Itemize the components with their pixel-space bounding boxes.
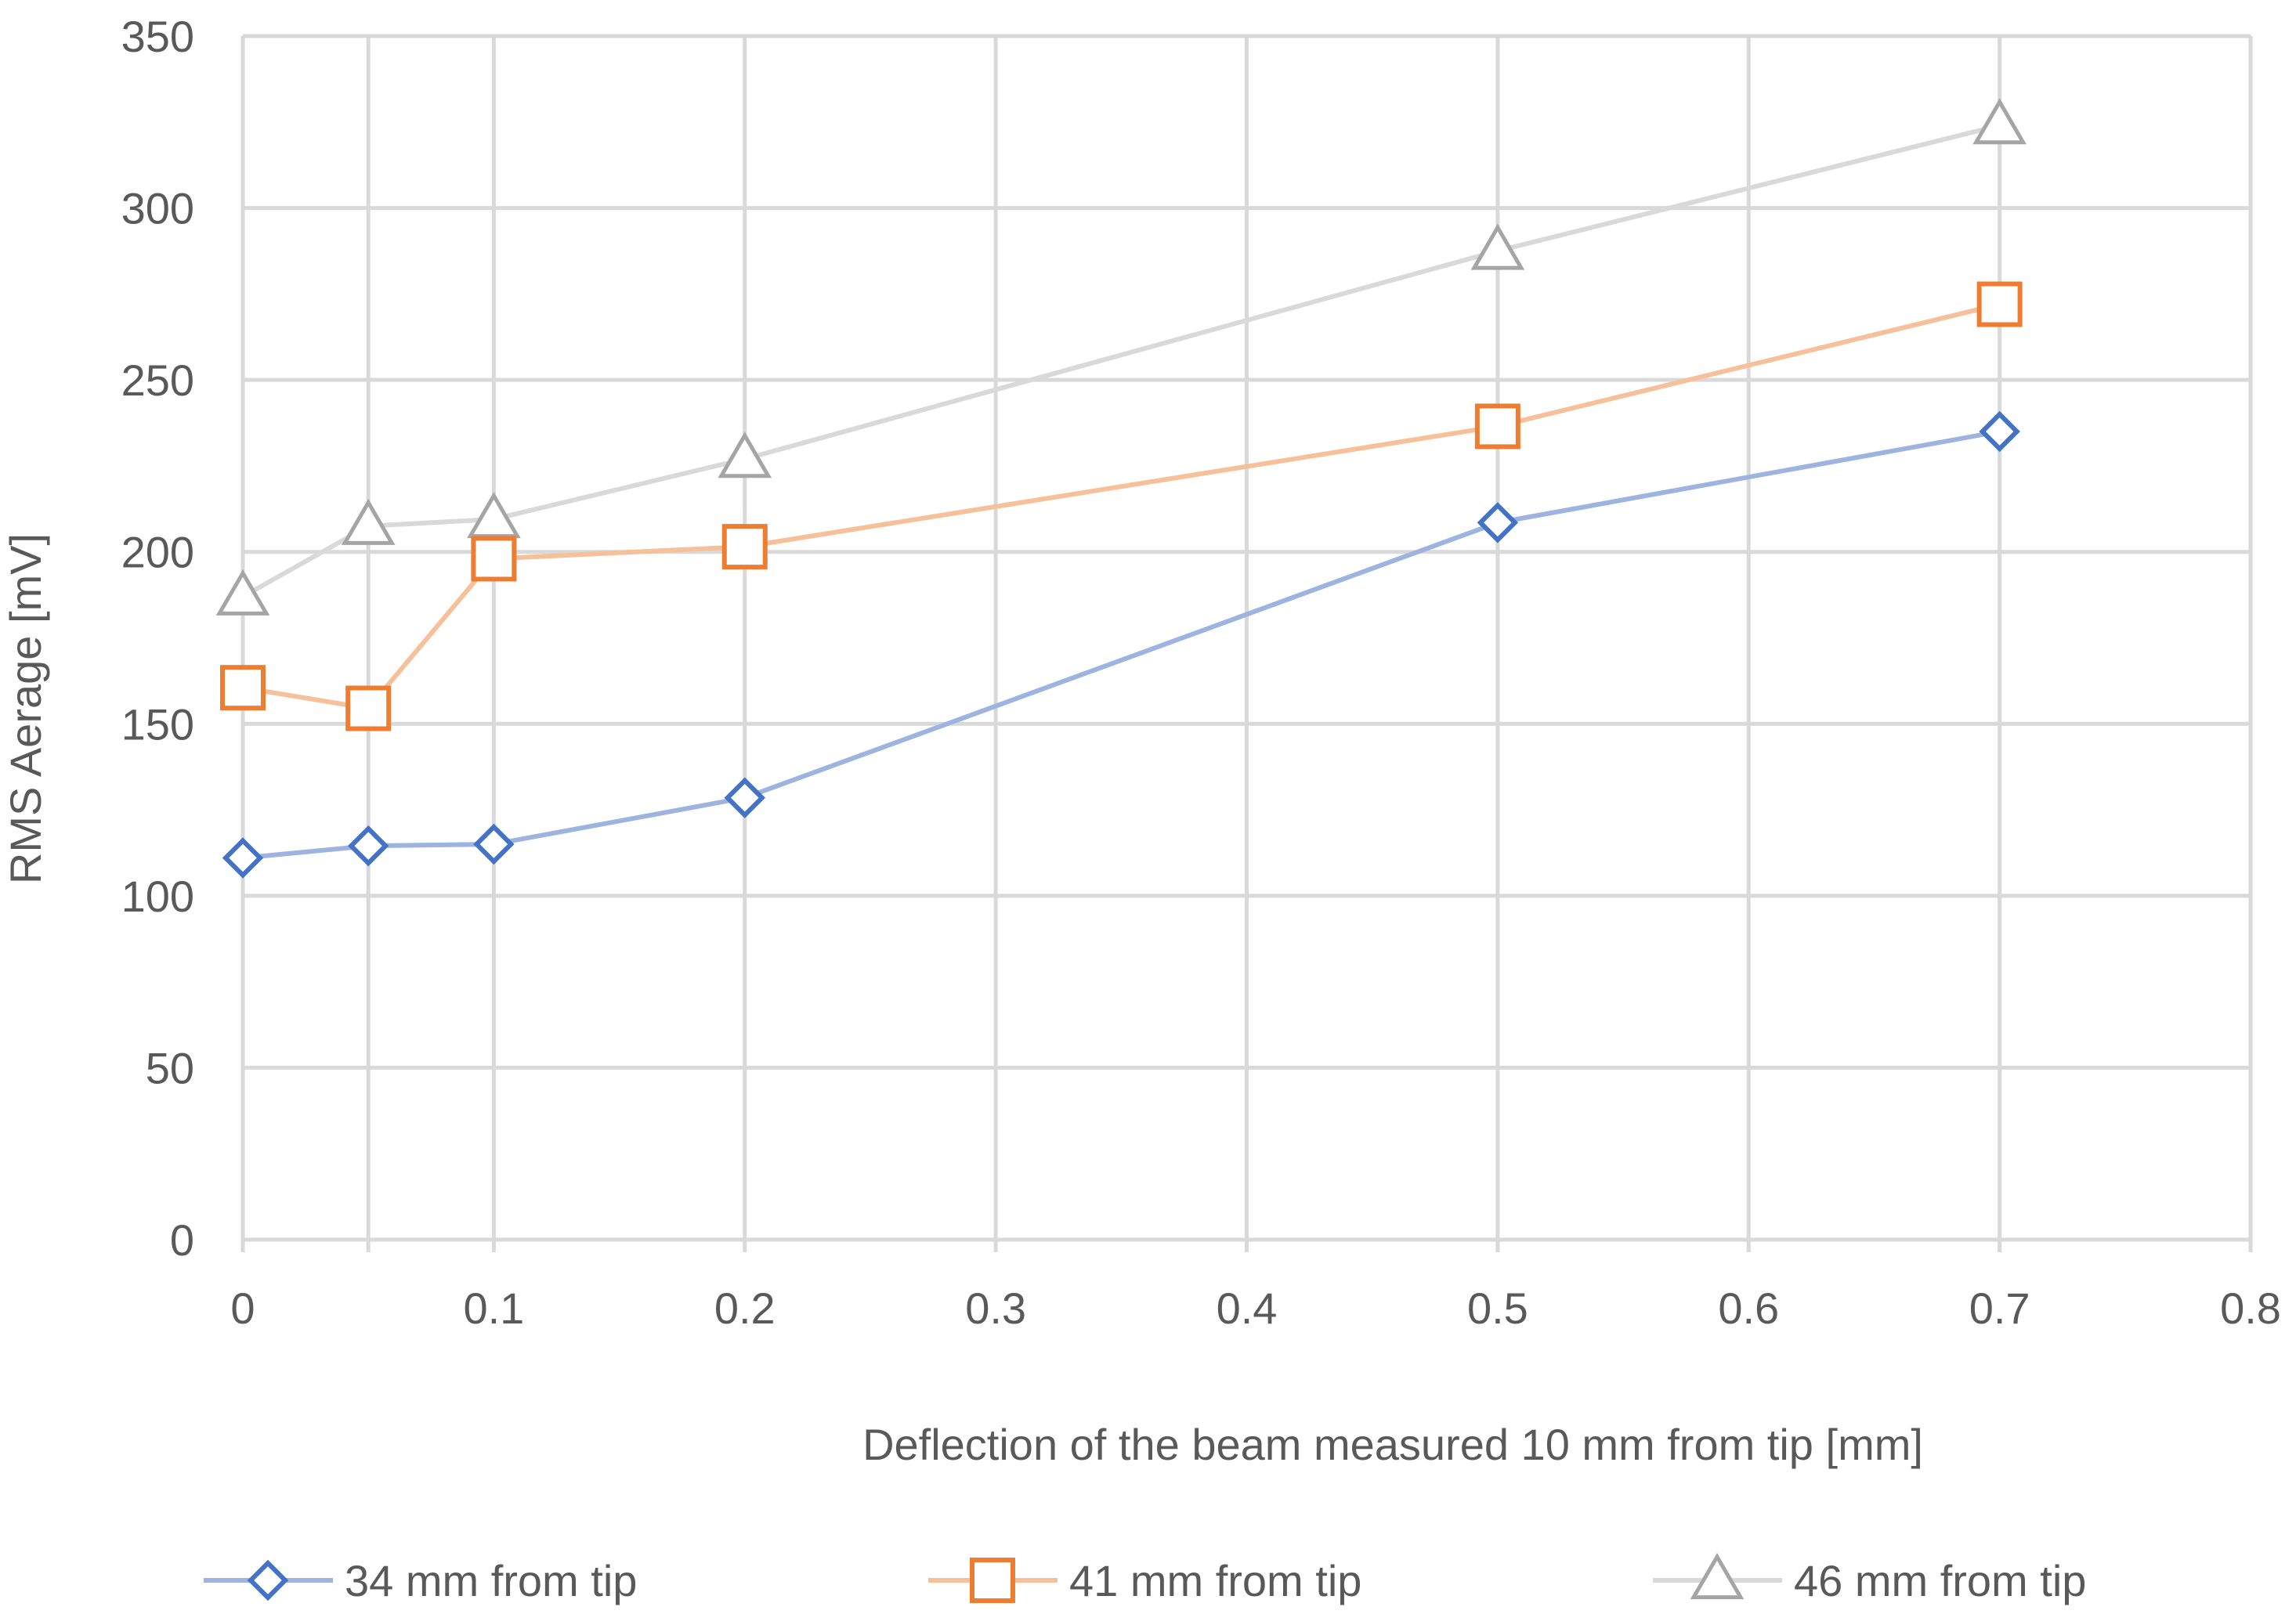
series-group xyxy=(215,98,2027,879)
x-tick-label: 0.4 xyxy=(1217,1284,1278,1333)
x-axis-title: Deflection of the beam measured 10 mm fr… xyxy=(862,1420,1923,1469)
data-point xyxy=(471,536,517,582)
x-tick-label: 0.2 xyxy=(714,1284,776,1333)
series-41-mm-from-tip xyxy=(220,281,2023,731)
y-tick-label: 50 xyxy=(146,1043,194,1092)
data-point xyxy=(220,665,266,711)
legend-label: 34 mm from tip xyxy=(345,1556,637,1605)
data-point xyxy=(1979,410,2020,453)
y-tick-label: 150 xyxy=(121,699,194,749)
data-point xyxy=(473,823,515,865)
x-tick-label: 0.8 xyxy=(2220,1284,2281,1333)
series-line xyxy=(242,301,2001,711)
x-tick-label: 0.1 xyxy=(463,1284,524,1333)
data-point xyxy=(1972,98,2027,145)
legend-item: 34 mm from tip xyxy=(204,1556,637,1605)
legend-label: 46 mm from tip xyxy=(1794,1556,2086,1605)
y-tick-label: 0 xyxy=(170,1215,194,1265)
series-34-mm-from-tip xyxy=(222,410,2020,879)
data-point xyxy=(341,498,396,545)
grid xyxy=(240,34,2253,1252)
data-point xyxy=(718,431,772,478)
y-tick-label: 100 xyxy=(121,872,194,921)
data-point xyxy=(345,685,392,731)
legend-item: 41 mm from tip xyxy=(928,1556,1361,1605)
series-line xyxy=(242,429,2001,861)
legend-label: 41 mm from tip xyxy=(1069,1556,1361,1605)
data-point xyxy=(215,569,270,616)
data-point xyxy=(347,825,389,867)
legend-marker xyxy=(970,1558,1015,1603)
x-axis-ticks: 0 0.1 0.2 0.3 0.4 0.5 0.6 0.7 0.8 xyxy=(230,1284,2281,1333)
legend-marker xyxy=(1690,1553,1745,1600)
legend-item: 46 mm from tip xyxy=(1653,1553,2086,1605)
data-point xyxy=(222,837,264,879)
legend-marker xyxy=(247,1559,289,1601)
y-tick-label: 250 xyxy=(121,356,194,405)
data-point xyxy=(721,524,768,570)
y-tick-label: 350 xyxy=(121,12,194,61)
legend: 34 mm from tip 41 mm from tip 46 mm from t… xyxy=(204,1553,2086,1605)
x-tick-label: 0.5 xyxy=(1467,1284,1528,1333)
x-tick-label: 0.3 xyxy=(965,1284,1026,1333)
data-point xyxy=(1470,223,1525,270)
data-point xyxy=(1976,281,2023,327)
y-tick-label: 200 xyxy=(121,528,194,577)
y-tick-label: 300 xyxy=(121,184,194,233)
y-axis-title: RMS Aerage [mV] xyxy=(1,533,50,884)
y-axis-ticks: 0 50 100 150 200 250 300 350 xyxy=(121,12,194,1265)
x-tick-label: 0 xyxy=(230,1284,255,1333)
x-tick-label: 0.7 xyxy=(1969,1284,2030,1333)
data-point xyxy=(1474,403,1520,450)
x-tick-label: 0.6 xyxy=(1718,1284,1779,1333)
data-point xyxy=(1477,502,1519,543)
data-point xyxy=(724,777,765,818)
